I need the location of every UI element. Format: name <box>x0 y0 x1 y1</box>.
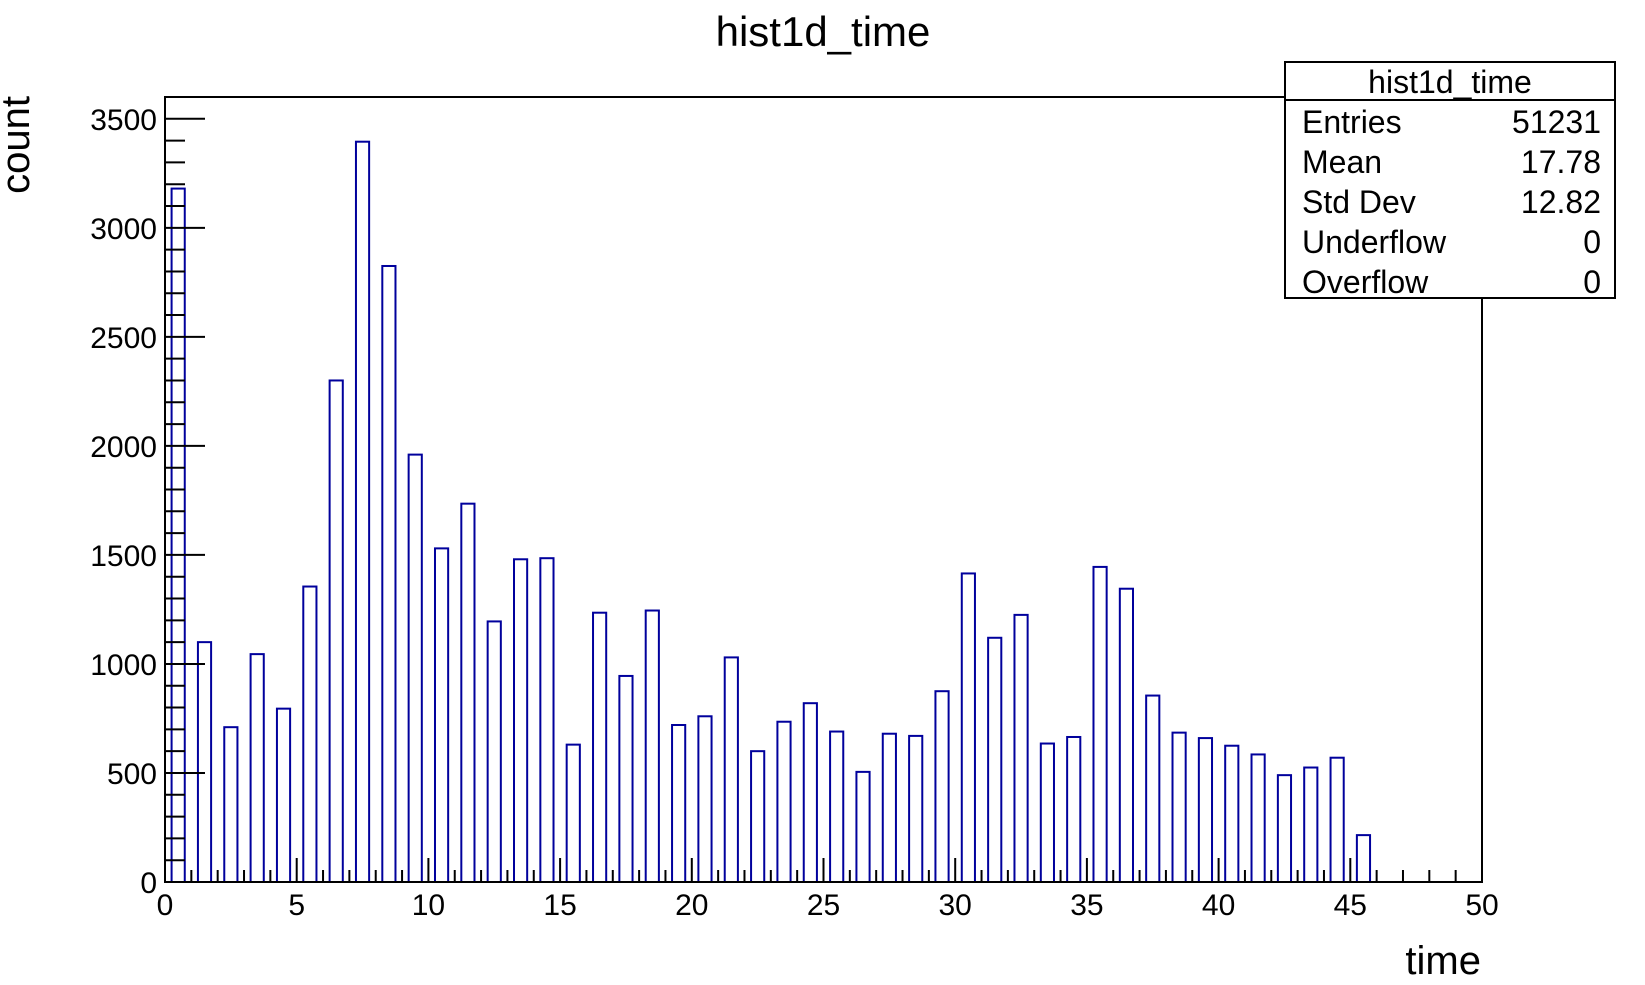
x-tick-label: 0 <box>157 889 174 922</box>
stats-box-title: hist1d_time <box>1368 64 1532 100</box>
stats-row-label: Overflow <box>1302 264 1429 300</box>
y-tick-label: 3500 <box>90 104 157 137</box>
x-tick-label: 25 <box>807 889 840 922</box>
y-axis-ticks: 0 500 1000 1500 2000 2500 3000 3500 <box>90 96 205 900</box>
stats-box-rows: Entries 51231 Mean 17.78 Std Dev 12.82 Underfl… <box>1302 104 1601 300</box>
y-tick-label: 3000 <box>90 213 157 246</box>
x-tick-label: 40 <box>1202 889 1235 922</box>
x-axis-label: time <box>1405 939 1481 983</box>
stats-row-label: Mean <box>1302 144 1382 180</box>
x-tick-label: 30 <box>939 889 972 922</box>
y-tick-label: 1000 <box>90 649 157 682</box>
y-axis-label: count <box>0 96 38 194</box>
stats-box: hist1d_time Entries 51231 Mean 17.78 Std Dev… <box>1284 61 1616 300</box>
y-tick-label: 500 <box>107 758 157 791</box>
stats-box-frame <box>1284 61 1616 299</box>
x-tick-label: 15 <box>543 889 576 922</box>
y-tick-label: 0 <box>140 867 157 900</box>
y-tick-label: 2500 <box>90 322 157 355</box>
stats-row-label: Entries <box>1302 104 1402 140</box>
stats-row-value: 51231 <box>1512 104 1601 140</box>
x-tick-label: 20 <box>675 889 708 922</box>
stats-row-value: 0 <box>1583 264 1601 300</box>
stats-row-label: Std Dev <box>1302 184 1416 220</box>
stats-row-label: Underflow <box>1302 224 1447 260</box>
x-tick-label: 35 <box>1070 889 1103 922</box>
x-tick-label: 10 <box>412 889 445 922</box>
x-tick-label: 50 <box>1465 889 1498 922</box>
x-tick-label: 5 <box>288 889 305 922</box>
x-axis-ticks: 0 5 10 15 20 25 30 35 40 45 50 <box>157 858 1499 922</box>
x-tick-label: 45 <box>1334 889 1367 922</box>
stats-row-value: 17.78 <box>1521 144 1601 180</box>
stats-row-value: 0 <box>1583 224 1601 260</box>
chart-title: hist1d_time <box>716 8 931 55</box>
stats-row-value: 12.82 <box>1521 184 1601 220</box>
y-tick-label: 2000 <box>90 431 157 464</box>
plot-frame <box>164 96 1483 883</box>
y-tick-label: 1500 <box>90 540 157 573</box>
